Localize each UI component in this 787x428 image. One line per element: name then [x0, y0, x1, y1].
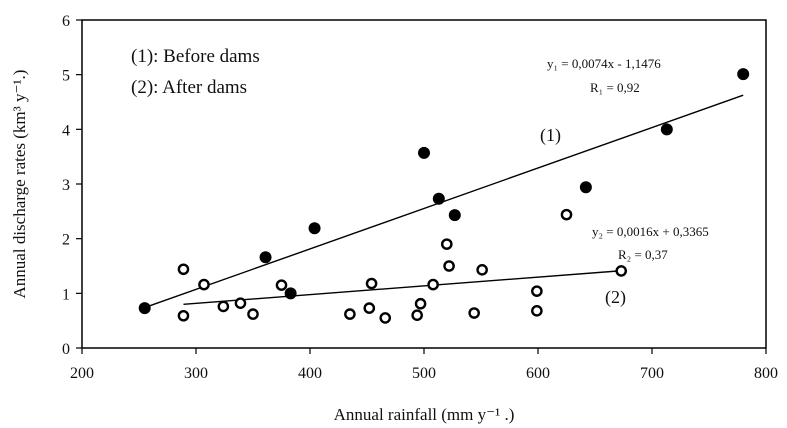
- point-before-dams: [138, 302, 151, 315]
- point-after-dams: [198, 278, 210, 291]
- curve-label-series-1: (1): [540, 125, 561, 146]
- plot-frame: [81, 19, 767, 349]
- point-after-dams: [275, 279, 288, 291]
- x-tick-label: 500: [412, 365, 436, 382]
- point-after-dams: [560, 208, 573, 221]
- y-tick-label: 4: [62, 122, 70, 139]
- point-after-dams: [411, 309, 423, 322]
- point-after-dams: [217, 300, 230, 313]
- x-tick-label: 600: [526, 365, 550, 382]
- point-after-dams: [344, 308, 356, 320]
- y-axis-ticks: 0 1 2 3 4 5 6: [62, 13, 82, 358]
- y-tick-label: 2: [62, 232, 70, 249]
- point-after-dams: [379, 312, 392, 324]
- point-after-dams: [177, 309, 190, 322]
- point-after-dams: [177, 263, 190, 276]
- point-after-dams: [531, 305, 543, 317]
- r-value-series-2: R₂ = 0,37: [618, 247, 668, 262]
- point-after-dams: [427, 278, 439, 291]
- point-after-dams: [468, 307, 480, 319]
- y-tick-label: 5: [62, 68, 70, 85]
- y-axis-title: Annual discharge rates (km³ y⁻¹.): [10, 70, 29, 299]
- point-after-dams: [414, 297, 427, 310]
- point-after-dams: [476, 264, 488, 276]
- point-before-dams: [579, 181, 592, 194]
- y-tick-label: 0: [62, 341, 70, 358]
- x-tick-label: 400: [298, 365, 322, 382]
- x-tick-label: 800: [754, 365, 778, 382]
- data-points: [138, 68, 750, 324]
- point-after-dams: [365, 277, 378, 290]
- point-before-dams: [737, 68, 750, 81]
- r-value-series-1: R₁ = 0,92: [590, 80, 640, 95]
- point-after-dams: [247, 308, 259, 320]
- point-after-dams: [443, 260, 455, 272]
- point-before-dams: [308, 222, 321, 235]
- point-before-dams: [660, 123, 673, 136]
- trend-line-series-2: [183, 270, 622, 306]
- point-before-dams: [284, 287, 297, 300]
- y-tick-label: 1: [62, 286, 70, 303]
- point-after-dams: [615, 265, 628, 277]
- legend-entry-before-dams: (1): Before dams: [131, 46, 260, 67]
- curve-label-series-2: (2): [605, 287, 626, 308]
- x-axis-ticks: 200 300 400 500 600 700 800: [70, 348, 778, 382]
- legend-entry-after-dams: (2): After dams: [131, 77, 247, 98]
- point-before-dams: [432, 192, 445, 205]
- point-after-dams: [363, 302, 376, 314]
- x-tick-label: 300: [184, 365, 208, 382]
- point-before-dams: [259, 251, 272, 264]
- x-tick-label: 200: [70, 365, 94, 382]
- point-after-dams: [234, 297, 247, 309]
- equation-series-2: y₂ = 0,0016x + 0,3365: [592, 224, 709, 239]
- x-tick-label: 700: [640, 365, 664, 382]
- point-after-dams: [531, 285, 543, 297]
- y-tick-label: 3: [62, 177, 70, 194]
- point-before-dams: [418, 146, 430, 159]
- point-before-dams: [448, 209, 461, 222]
- equation-series-1: y₁ = 0,0074x - 1,1476: [547, 56, 661, 71]
- point-after-dams: [440, 238, 453, 250]
- x-axis-title: Annual rainfall (mm y⁻¹ .): [334, 405, 515, 424]
- y-tick-label: 6: [62, 13, 70, 30]
